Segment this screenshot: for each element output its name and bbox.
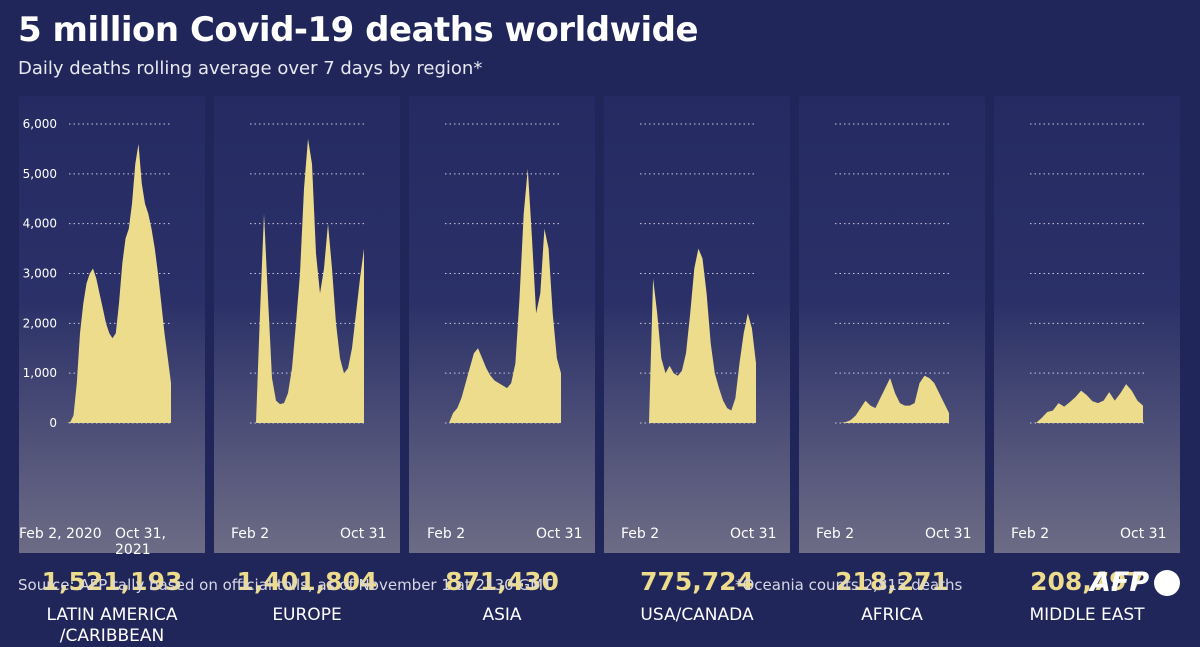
region-panel: 6,000 5,000 4,000 3,000 2,000 1,000 0 Feb 2, 2… (19, 96, 205, 646)
x-end-label: Oct 31 (1120, 526, 1167, 542)
y-tick-label: 3,000 (23, 267, 57, 281)
deaths-area (649, 248, 756, 423)
x-end-label: Oct 31 (925, 526, 972, 542)
area-chart (835, 123, 951, 424)
oceania-note: *Oceania counts 2,815 deaths (735, 576, 963, 594)
area-chart (1030, 123, 1146, 424)
x-start-label: Feb 2 (621, 526, 660, 542)
death-total: 775,724 (640, 567, 754, 596)
y-tick-label: 4,000 (23, 217, 57, 231)
chart-title: 5 million Covid-19 deaths worldwide (18, 10, 699, 50)
region-name: USA/CANADA (640, 605, 754, 625)
y-tick-label: 2,000 (23, 316, 57, 330)
chart-subtitle: Daily deaths rolling average over 7 days… (18, 58, 483, 79)
deaths-area (1036, 384, 1143, 423)
x-start-label: Feb 2 (231, 526, 270, 542)
deaths-area (256, 138, 364, 423)
x-start-label: Feb 2, 2020 (19, 526, 102, 542)
deaths-area (449, 168, 561, 423)
region-panel: Feb 2 Oct 31 871,430 ASIA (409, 96, 595, 625)
region-panel: Feb 2 Oct 31 208,797 MIDDLE EAST (994, 96, 1180, 625)
region-name: MIDDLE EAST (1029, 605, 1145, 625)
afp-logo: AFP (1090, 567, 1150, 598)
region-name-line-2: /CARIBBEAN (59, 626, 165, 646)
x-start-label: Feb 2 (816, 526, 855, 542)
region-panel: Feb 2 Oct 31 775,724 USA/CANADA (604, 96, 790, 625)
region-name: LATIN AMERICA/CARIBBEAN (19, 605, 205, 647)
x-end-label: Oct 31 (536, 526, 583, 542)
area-chart (640, 123, 756, 424)
death-total: 1,401,804 (236, 567, 378, 596)
x-end-label: Oct 31 (730, 526, 777, 542)
death-total: 208,797 (1030, 567, 1144, 596)
x-end-label: Oct 31 (340, 526, 387, 542)
death-total: 1,521,193 (41, 567, 183, 596)
y-tick-label: 6,000 (23, 117, 57, 131)
region-name: AFRICA (861, 605, 923, 625)
region-panel: Feb 2 Oct 31 1,401,804 EUROPE (214, 96, 400, 625)
deaths-area (67, 143, 171, 423)
y-tick-label: 1,000 (23, 366, 57, 380)
deaths-area (841, 375, 949, 423)
region-name: EUROPE (272, 605, 342, 625)
x-start-label: Feb 2 (1011, 526, 1050, 542)
y-tick-label: 5,000 (23, 167, 57, 181)
x-end-label: Oct 31, 2021 (115, 526, 166, 558)
area-chart (250, 123, 366, 424)
source-note: Source: AFP tally based on official toll… (18, 576, 553, 594)
death-total: 871,430 (445, 567, 559, 596)
death-total: 218,271 (835, 567, 949, 596)
region-name: ASIA (482, 605, 522, 625)
area-chart: 6,000 5,000 4,000 3,000 2,000 1,000 0 (23, 117, 171, 430)
area-chart (445, 123, 561, 424)
afp-logo-dot (1154, 570, 1180, 596)
y-tick-label: 0 (49, 416, 57, 430)
region-panel: Feb 2 Oct 31 218,271 AFRICA (799, 96, 985, 625)
x-start-label: Feb 2 (427, 526, 466, 542)
region-name-line-1: LATIN AMERICA (46, 605, 178, 625)
